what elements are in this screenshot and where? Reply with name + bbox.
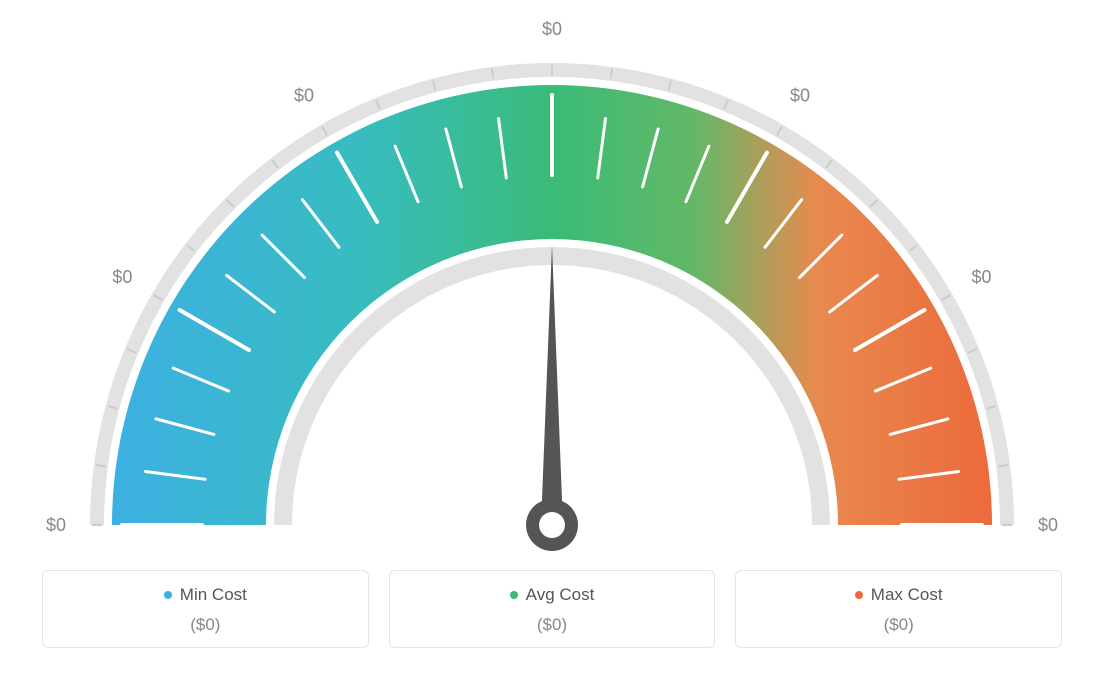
gauge-major-label: $0: [46, 515, 66, 535]
legend-value-max: ($0): [746, 615, 1051, 635]
gauge-major-label: $0: [790, 85, 810, 105]
legend-card-avg: Avg Cost ($0): [389, 570, 716, 648]
legend-value-min: ($0): [53, 615, 358, 635]
dot-icon: [164, 591, 172, 599]
gauge-major-label: $0: [294, 85, 314, 105]
legend-card-max: Max Cost ($0): [735, 570, 1062, 648]
legend-value-avg: ($0): [400, 615, 705, 635]
legend-card-min: Min Cost ($0): [42, 570, 369, 648]
gauge-svg: $0 $0 $0 $0 $0 $0 $0: [0, 0, 1104, 560]
legend-label-text: Avg Cost: [526, 585, 595, 605]
gauge-major-label: $0: [542, 19, 562, 39]
gauge-major-label: $0: [972, 267, 992, 287]
gauge-major-label: $0: [1038, 515, 1058, 535]
dot-icon: [510, 591, 518, 599]
legend-row: Min Cost ($0) Avg Cost ($0) Max Cost ($0…: [0, 570, 1104, 648]
legend-label-text: Max Cost: [871, 585, 943, 605]
legend-label-max: Max Cost: [855, 585, 943, 605]
legend-label-min: Min Cost: [164, 585, 247, 605]
legend-label-text: Min Cost: [180, 585, 247, 605]
gauge-major-label: $0: [112, 267, 132, 287]
gauge-chart: $0 $0 $0 $0 $0 $0 $0: [0, 0, 1104, 560]
legend-label-avg: Avg Cost: [510, 585, 595, 605]
dot-icon: [855, 591, 863, 599]
